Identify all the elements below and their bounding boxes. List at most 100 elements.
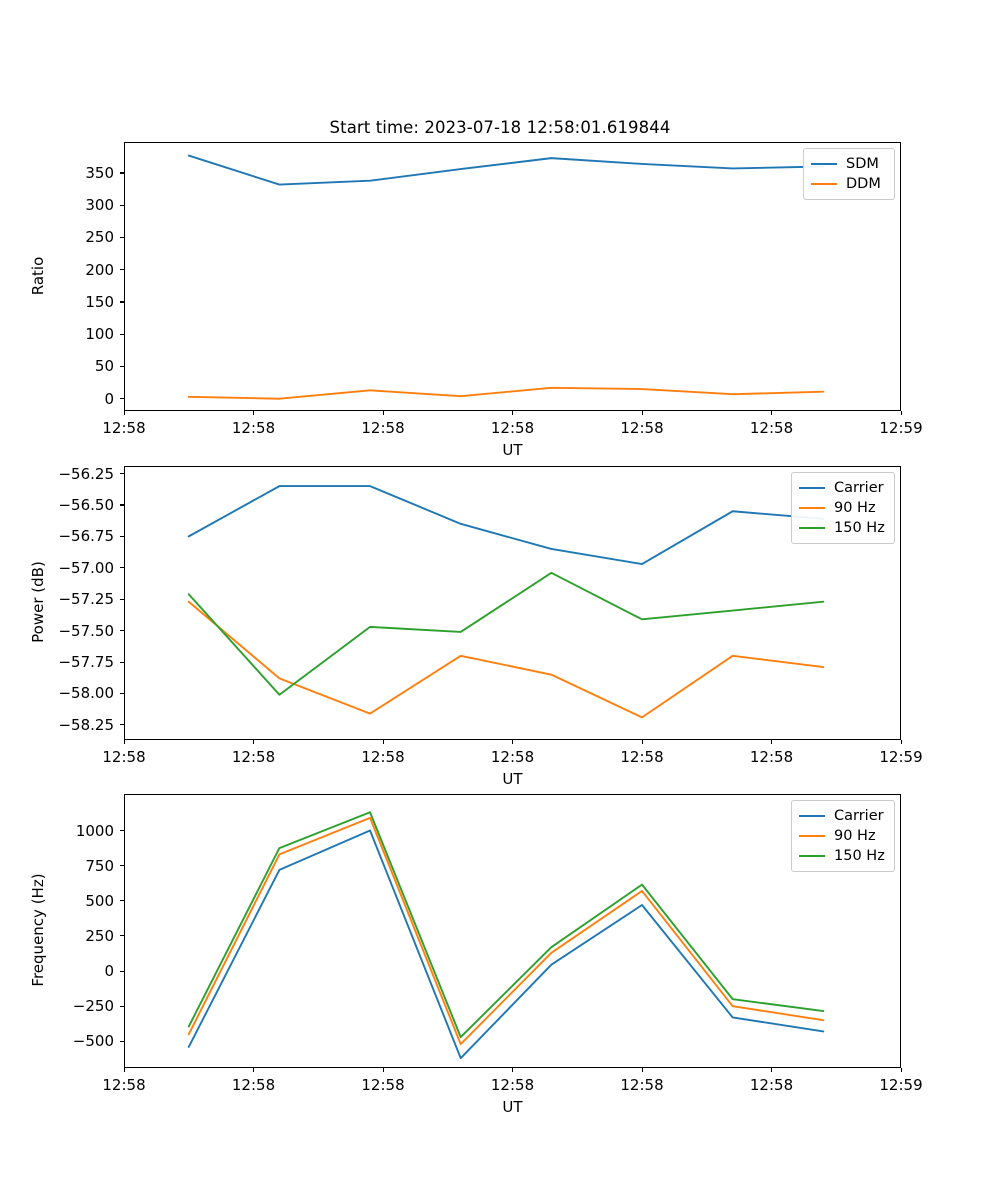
legend-entry-power-carrier[interactable]: Carrier <box>799 478 887 498</box>
xtick-label-ratio-2: 12:58 <box>361 419 405 437</box>
xtick-mark-frequency-0 <box>123 1068 125 1072</box>
ytick-label-frequency-5: 750 <box>85 856 114 875</box>
ytick-label-power-4: −57.25 <box>58 590 114 609</box>
ytick-mark-frequency-6 <box>120 830 124 832</box>
xtick-label-ratio-0: 12:58 <box>102 419 146 437</box>
ytick-label-ratio-3: 150 <box>85 292 114 311</box>
ytick-mark-ratio-1 <box>120 365 124 368</box>
legend-entry-ratio-ddm[interactable]: DDM <box>811 174 887 194</box>
xtick-mark-power-2 <box>382 740 384 744</box>
legend-swatch-icon-sdm <box>811 162 837 166</box>
xtick-mark-frequency-2 <box>382 1068 384 1072</box>
series-line-power-150-hz <box>187 571 825 696</box>
xtick-label-ratio-4: 12:58 <box>620 419 664 437</box>
xtick-mark-ratio-6 <box>900 411 902 415</box>
legend-swatch-icon-carrier <box>799 814 825 818</box>
series-line-frequency-150-hz <box>187 811 825 1039</box>
xtick-mark-frequency-4 <box>641 1068 643 1072</box>
ytick-label-frequency-3: 250 <box>85 926 114 945</box>
xtick-mark-ratio-2 <box>382 411 384 415</box>
axes-frame-frequency <box>124 794 901 1068</box>
ytick-label-power-6: −56.75 <box>58 527 114 546</box>
series-line-power-carrier <box>187 485 825 565</box>
xtick-mark-power-6 <box>900 740 902 744</box>
ytick-mark-frequency-2 <box>120 970 124 972</box>
ytick-label-ratio-4: 200 <box>85 260 114 279</box>
ytick-mark-ratio-0 <box>120 398 124 400</box>
legend-label: 150 Hz <box>834 848 885 864</box>
xtick-label-ratio-6: 12:59 <box>879 419 923 437</box>
xtick-mark-ratio-5 <box>771 411 773 415</box>
legend-swatch-icon-150-hz <box>799 854 825 858</box>
legend-label: SDM <box>846 156 879 172</box>
legend-entry-ratio-sdm[interactable]: SDM <box>811 154 887 174</box>
xtick-mark-power-4 <box>641 740 643 744</box>
legend-entry-power-150-hz[interactable]: 150 Hz <box>799 518 887 538</box>
xtick-label-frequency-4: 12:58 <box>620 1076 664 1094</box>
legend-frequency[interactable]: Carrier 90 Hz 150 Hz <box>791 800 895 872</box>
series-line-ratio-ddm <box>187 386 825 400</box>
series-line-frequency-carrier <box>187 829 825 1060</box>
ytick-mark-power-4 <box>120 598 124 600</box>
xtick-label-power-3: 12:58 <box>490 748 535 766</box>
legend-label: 90 Hz <box>834 500 876 516</box>
ytick-label-power-3: −57.50 <box>58 621 114 640</box>
legend-ratio[interactable]: SDM DDM <box>803 148 895 200</box>
ytick-label-frequency-4: 500 <box>85 891 114 910</box>
xaxis-label-frequency: UT <box>502 1098 523 1116</box>
ytick-mark-ratio-5 <box>120 236 124 239</box>
xtick-mark-frequency-6 <box>900 1068 902 1072</box>
figure-title: Start time: 2023-07-18 12:58:01.619844 <box>329 118 671 137</box>
ytick-label-ratio-6: 300 <box>85 196 114 215</box>
legend-swatch-icon-ddm <box>811 182 837 186</box>
xtick-mark-power-0 <box>123 740 125 744</box>
xtick-label-frequency-1: 12:58 <box>231 1076 276 1094</box>
legend-entry-frequency-carrier[interactable]: Carrier <box>799 806 887 826</box>
legend-label: 90 Hz <box>834 828 876 844</box>
ytick-mark-power-6 <box>120 535 124 537</box>
xtick-label-ratio-3: 12:58 <box>490 419 535 437</box>
ytick-label-ratio-5: 250 <box>85 228 114 247</box>
ytick-mark-power-2 <box>120 661 124 663</box>
xtick-label-power-6: 12:59 <box>879 748 923 766</box>
xtick-label-power-2: 12:58 <box>361 748 405 766</box>
xtick-mark-power-3 <box>512 740 514 744</box>
ytick-mark-frequency-3 <box>120 935 124 937</box>
ytick-label-frequency-0: −500 <box>72 1032 114 1051</box>
ytick-mark-power-8 <box>120 473 124 475</box>
xtick-label-frequency-0: 12:58 <box>102 1076 146 1094</box>
xtick-label-ratio-5: 12:58 <box>749 419 794 437</box>
legend-entry-frequency-90-hz[interactable]: 90 Hz <box>799 826 887 846</box>
xtick-mark-frequency-1 <box>253 1068 255 1072</box>
xtick-label-frequency-2: 12:58 <box>361 1076 405 1094</box>
ytick-label-ratio-7: 350 <box>85 163 114 182</box>
legend-swatch-icon-150-hz <box>799 526 825 530</box>
ytick-mark-frequency-1 <box>120 1005 124 1007</box>
ytick-label-power-8: −56.25 <box>58 464 114 483</box>
series-line-frequency-90-hz <box>187 816 825 1046</box>
legend-swatch-icon-90-hz <box>799 834 825 838</box>
ytick-label-frequency-1: −250 <box>72 997 114 1016</box>
ytick-mark-frequency-0 <box>120 1040 124 1042</box>
axes-frame-power <box>124 466 901 740</box>
legend-entry-frequency-150-hz[interactable]: 150 Hz <box>799 846 887 866</box>
ytick-mark-ratio-7 <box>120 172 124 174</box>
ytick-mark-power-0 <box>120 724 124 726</box>
ytick-mark-power-3 <box>120 630 124 632</box>
ytick-label-frequency-6: 1000 <box>75 821 114 840</box>
xtick-label-frequency-5: 12:58 <box>749 1076 794 1094</box>
ytick-mark-ratio-6 <box>120 204 124 206</box>
legend-entry-power-90-hz[interactable]: 90 Hz <box>799 498 887 518</box>
xtick-mark-power-5 <box>771 740 773 744</box>
legend-power[interactable]: Carrier 90 Hz 150 Hz <box>791 472 895 544</box>
xtick-label-frequency-3: 12:58 <box>490 1076 535 1094</box>
xtick-mark-ratio-3 <box>512 411 514 415</box>
legend-label: Carrier <box>834 808 884 824</box>
xtick-label-power-1: 12:58 <box>231 748 276 766</box>
xtick-label-frequency-6: 12:59 <box>879 1076 923 1094</box>
ytick-label-ratio-2: 100 <box>85 325 114 344</box>
